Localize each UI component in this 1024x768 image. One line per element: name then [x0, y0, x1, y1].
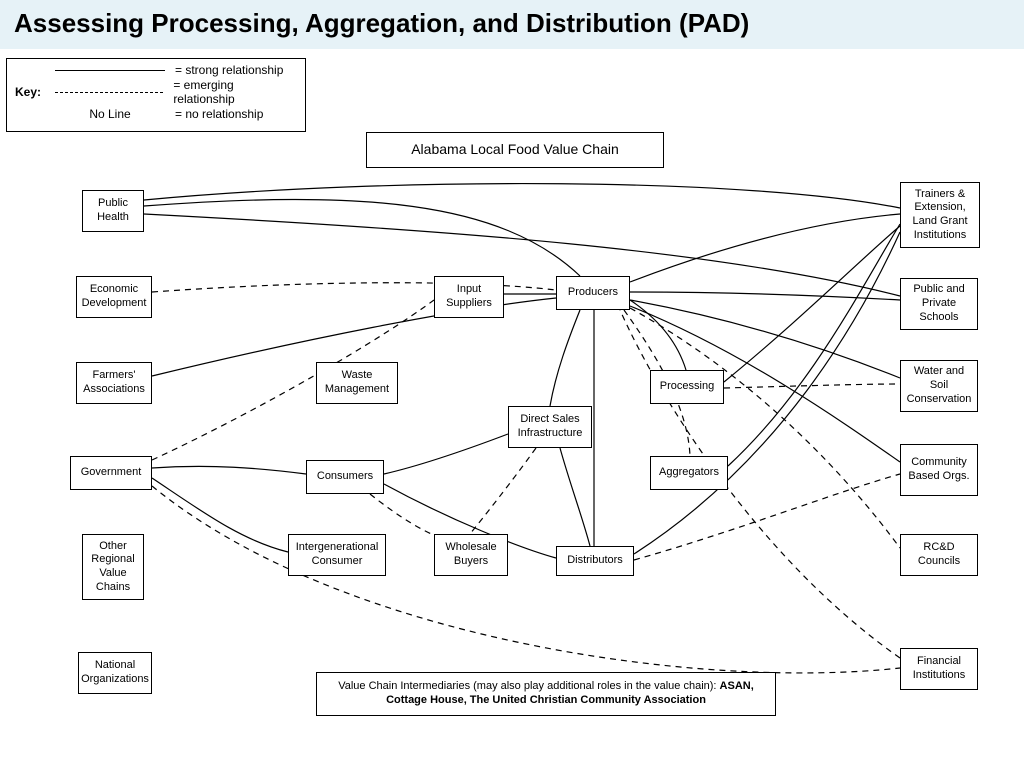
node-direct-sales: Direct Sales Infrastructure: [508, 406, 592, 448]
footer-box: Value Chain Intermediaries (may also pla…: [316, 672, 776, 716]
edge-producers-rcd: [630, 308, 900, 548]
node-cbo: Community Based Orgs.: [900, 444, 978, 496]
node-consumers: Consumers: [306, 460, 384, 494]
legend-desc: = emerging relationship: [163, 78, 297, 106]
diagram-title-text: Alabama Local Food Value Chain: [411, 141, 619, 159]
legend-row: Key: = emerging relationship: [7, 81, 305, 103]
legend-box: = strong relationship Key: = emerging rela…: [6, 58, 306, 132]
edge-processing-water_soil: [724, 384, 900, 388]
edge-producers-schools: [630, 292, 900, 300]
page-title-text: Assessing Processing, Aggregation, and D…: [14, 8, 749, 38]
legend-desc: = strong relationship: [165, 63, 283, 77]
edge-aggregators-trainers: [728, 224, 900, 466]
node-national-orgs: National Organizations: [78, 652, 152, 694]
footer-prefix: Value Chain Intermediaries (may also pla…: [338, 680, 719, 692]
node-farmers-assoc: Farmers' Associations: [76, 362, 152, 404]
node-waste: Waste Management: [316, 362, 398, 404]
node-rcd: RC&D Councils: [900, 534, 978, 576]
edge-producers-processing: [630, 300, 686, 370]
edge-processing-trainers: [724, 226, 900, 382]
node-input-suppliers: Input Suppliers: [434, 276, 504, 318]
edge-government-intergen: [152, 478, 288, 552]
page-title: Assessing Processing, Aggregation, and D…: [0, 0, 1024, 49]
node-trainers: Trainers & Extension, Land Grant Institu…: [900, 182, 980, 248]
legend-line-solid: [55, 63, 165, 77]
edge-producers-water_soil: [630, 300, 900, 378]
edge-government-consumers: [152, 466, 306, 474]
legend-row: No Line= no relationship: [7, 103, 305, 125]
legend-line-dashed: [55, 85, 164, 99]
legend-desc: = no relationship: [165, 107, 263, 121]
node-distributors: Distributors: [556, 546, 634, 576]
edge-direct_sales-wholesale: [470, 448, 536, 534]
edge-government-financial: [152, 486, 900, 673]
edge-producers-trainers: [630, 214, 900, 282]
edge-public_health-trainers: [144, 184, 900, 208]
legend-key-label: Key:: [15, 85, 55, 99]
node-processing: Processing: [650, 370, 724, 404]
edge-producers-direct_sales: [550, 310, 580, 406]
node-wholesale: Wholesale Buyers: [434, 534, 508, 576]
edge-direct_sales-consumers: [384, 434, 508, 474]
node-intergen: Intergenerational Consumer: [288, 534, 386, 576]
node-financial: Financial Institutions: [900, 648, 978, 690]
node-economic-dev: Economic Development: [76, 276, 152, 318]
node-schools: Public and Private Schools: [900, 278, 978, 330]
node-water-soil: Water and Soil Conservation: [900, 360, 978, 412]
diagram-title-box: Alabama Local Food Value Chain: [366, 132, 664, 168]
node-public-health: Public Health: [82, 190, 144, 232]
edge-direct_sales-distributors: [560, 448, 590, 546]
node-government: Government: [70, 456, 152, 490]
edge-public_health-producers: [144, 199, 580, 276]
legend-line-none: No Line: [55, 107, 165, 121]
node-aggregators: Aggregators: [650, 456, 728, 490]
node-producers: Producers: [556, 276, 630, 310]
node-other-value-chains: Other Regional Value Chains: [82, 534, 144, 600]
edge-public_health-schools: [144, 214, 900, 296]
